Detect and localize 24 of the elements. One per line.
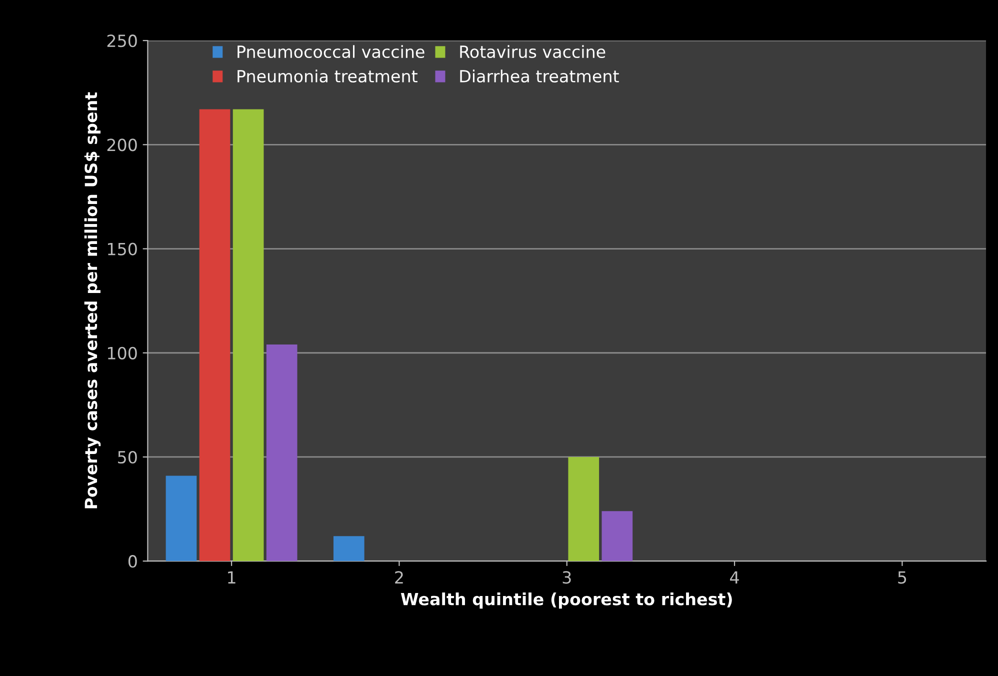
x-tick-label: 3 <box>562 571 571 584</box>
y-tick-label: 200 <box>107 138 137 152</box>
bar <box>568 456 600 562</box>
bar <box>199 109 230 562</box>
bar <box>333 536 364 562</box>
y-tick-label: 100 <box>108 346 137 360</box>
bar <box>602 511 633 562</box>
y-tick-label: 0 <box>128 555 137 568</box>
legend-label: Pneumonia treatment <box>238 70 418 83</box>
bar <box>232 109 264 562</box>
legend-label: Pneumococcal vaccine <box>238 45 424 58</box>
legend-label: Rotavirus vaccine <box>460 45 606 58</box>
x-tick-label: 4 <box>730 571 739 584</box>
y-axis-title: Poverty cases averted per million US$ spent <box>84 92 101 508</box>
y-tick-label: 250 <box>107 34 137 48</box>
bar <box>166 476 197 562</box>
x-tick-label: 2 <box>395 571 403 584</box>
x-tick-label: 1 <box>228 571 236 584</box>
x-tick-label: 5 <box>898 571 906 584</box>
bar <box>266 344 298 562</box>
y-tick-label: 50 <box>118 450 137 464</box>
legend-label: Diarrhea treatment <box>460 70 619 83</box>
y-tick-label: 150 <box>108 242 137 256</box>
x-axis-title: Wealth quintile (poorest to richest) <box>400 592 732 609</box>
